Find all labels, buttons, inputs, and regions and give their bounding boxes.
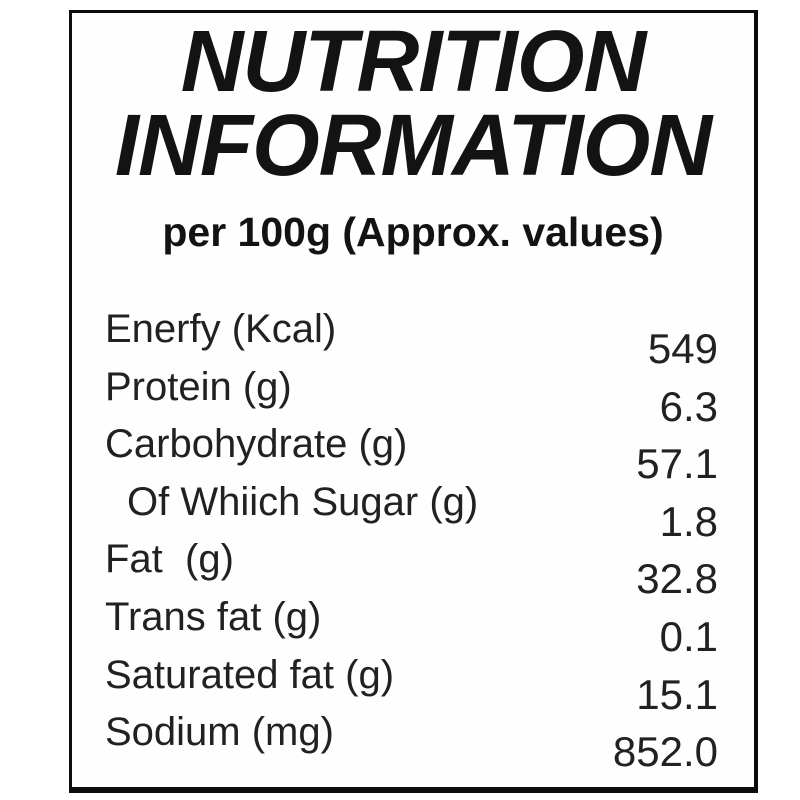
nutrient-name: Trans fat (g) [105,594,322,639]
table-row-protein: Protein (g) 6.3 [105,363,718,430]
nutrient-value: 852.0 [612,728,718,776]
nutrient-value: 32.8 [636,555,718,603]
nutrient-name: Enerfy (Kcal) [105,307,337,351]
table-row-energy: Enerfy (Kcal) 549 [105,305,718,372]
label-subtitle: per 100g (Approx. values) [162,209,664,255]
table-row-trans-fat: Trans fat (g) 0.1 [105,593,718,660]
nutrient-value: 549 [647,325,718,372]
nutrient-value: 1.8 [659,497,718,545]
nutrient-name: Carbohydrate (g) [105,422,408,467]
nutrient-name: Protein (g) [105,364,292,409]
nutrient-value: 57.1 [636,440,718,488]
nutrient-name: Saturated fat (g) [105,652,395,697]
table-row-saturated-fat: Saturated fat (g) 15.1 [105,651,718,718]
table-row-carbohydrate: Carbohydrate (g) 57.1 [105,420,718,487]
table-row-sodium: Sodium (mg) 852.0 [105,708,718,775]
nutrition-label-box: NUTRITION INFORMATION per 100g (Approx. … [69,10,758,793]
nutrient-name: Of Whiich Sugar (g) [127,479,479,524]
table-row-sugar: Of Whiich Sugar (g) 1.8 [105,478,718,545]
title-line-1: NUTRITION [180,13,647,110]
table-row-fat: Fat (g) 32.8 [105,535,718,602]
nutrient-value: 15.1 [636,670,718,718]
nutrient-name: Sodium (mg) [105,710,334,755]
title-line-2: INFORMATION [114,97,712,194]
nutrient-name: Fat (g) [105,537,234,582]
nutrient-value: 0.1 [659,612,718,660]
nutrient-value: 6.3 [659,382,718,430]
label-title: NUTRITION INFORMATION [72,13,754,194]
nutrition-table: Enerfy (Kcal) 549 Protein (g) 6.3 Carboh… [105,305,718,775]
